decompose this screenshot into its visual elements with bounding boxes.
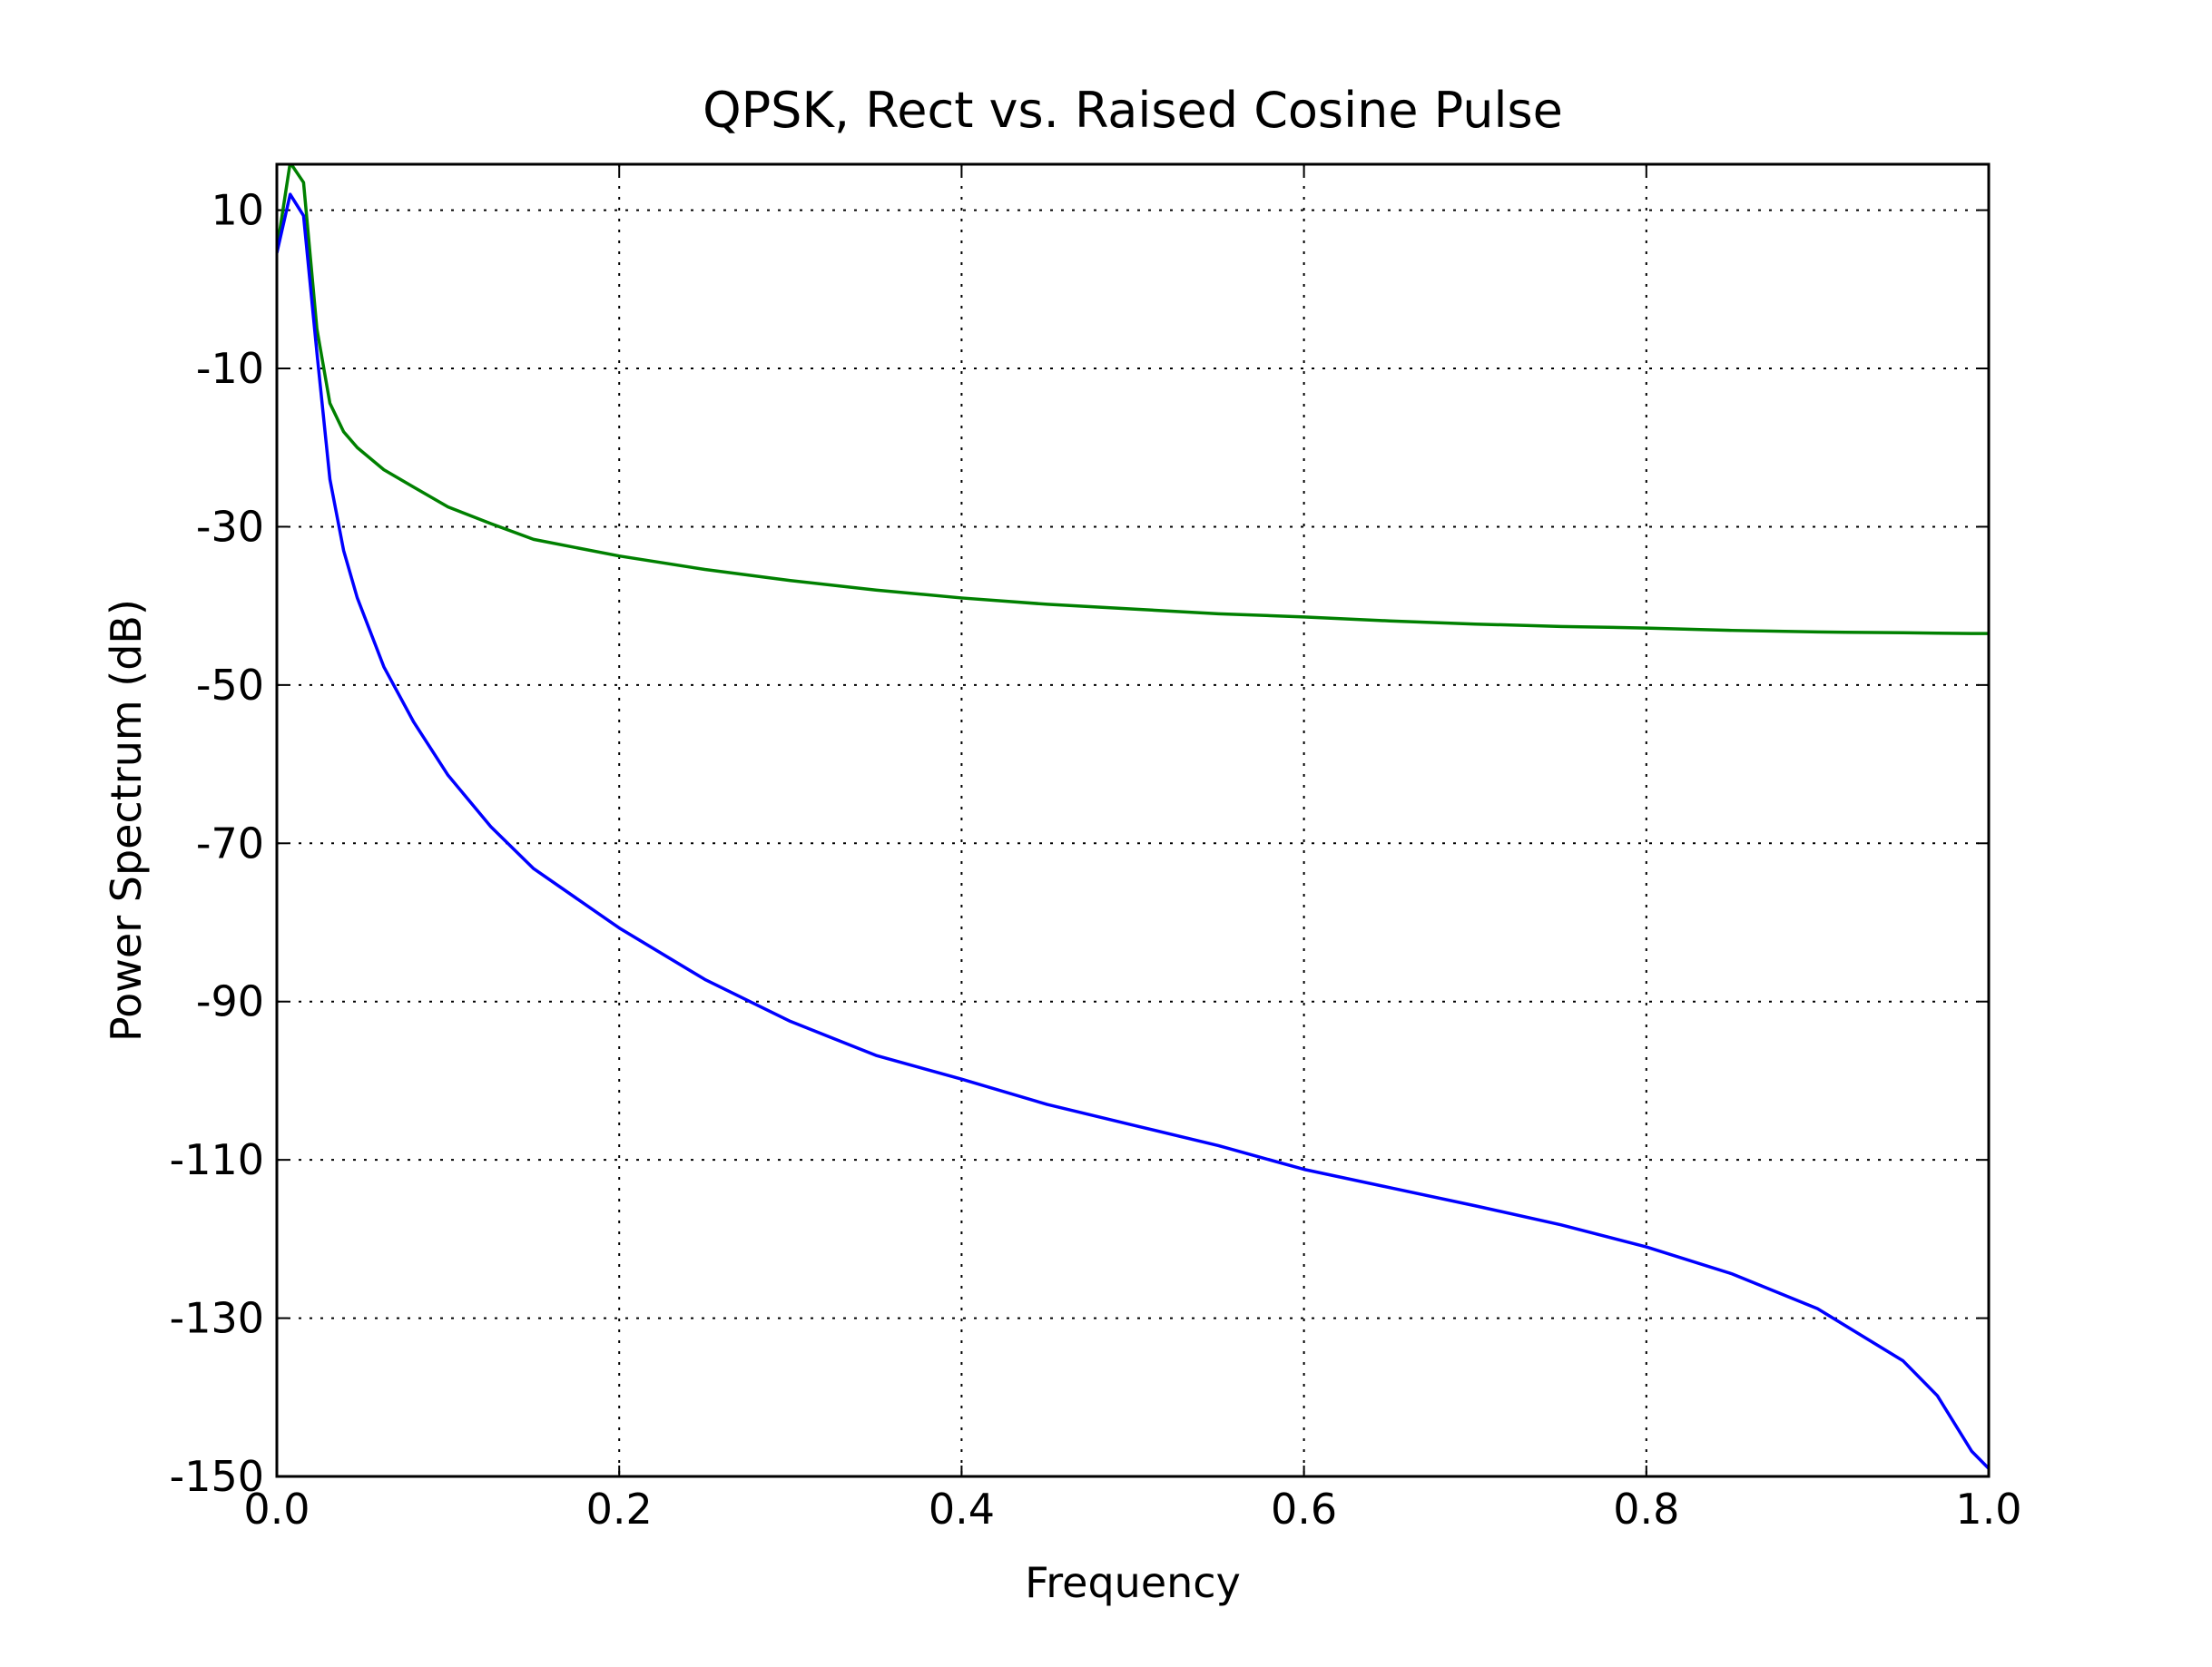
y-tick-label: -30: [196, 502, 264, 551]
plot-frame: [275, 162, 1991, 1478]
plot-lines: [277, 164, 1989, 1470]
y-tick-label: -110: [170, 1135, 264, 1184]
x-axis-label: Frequency: [1025, 1558, 1241, 1607]
y-tick-label: -90: [196, 977, 264, 1026]
y-tick-label: -70: [196, 819, 264, 868]
y-tick-label: -10: [196, 344, 264, 393]
y-tick-label: -130: [170, 1294, 264, 1343]
y-tick-label: -50: [196, 661, 264, 710]
series-line: [277, 164, 1989, 635]
x-tick-label: 0.4: [929, 1485, 995, 1534]
chart-title: QPSK, Rect vs. Raised Cosine Pulse: [703, 82, 1563, 139]
x-tick-label: 1.0: [1955, 1485, 2021, 1534]
x-tick-label: 0.2: [586, 1485, 653, 1534]
x-tick-label: 0.0: [243, 1485, 310, 1534]
x-tick-label: 0.6: [1271, 1485, 1337, 1534]
y-tick-label: 10: [211, 186, 264, 235]
series-line: [277, 192, 1989, 1470]
grid: [276, 164, 1990, 1477]
x-tick-label: 0.8: [1613, 1485, 1679, 1534]
y-axis-label: Power Spectrum (dB): [102, 599, 151, 1042]
y-tick-label: -150: [170, 1452, 264, 1501]
